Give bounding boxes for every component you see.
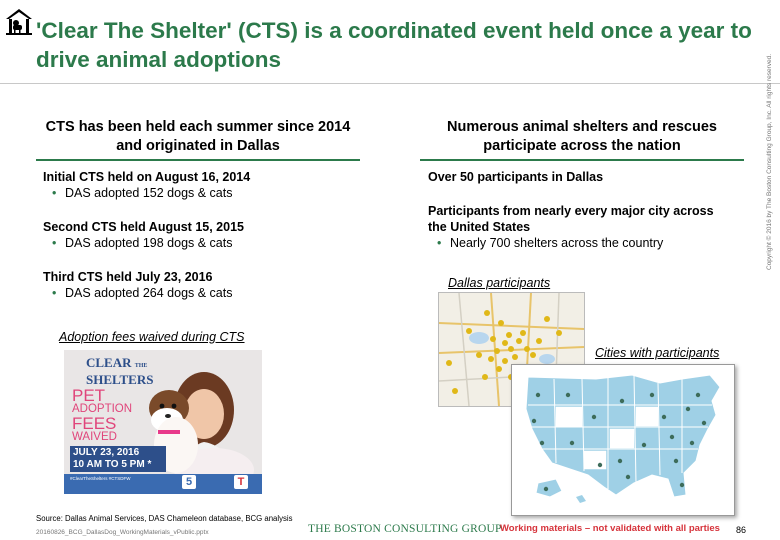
poster-date-box: JULY 23, 2016 10 AM TO 5 PM * [70, 446, 166, 472]
event-title: Third CTS held July 23, 2016 [43, 270, 213, 284]
poster-headline-line: PET [72, 386, 106, 405]
telemundo-logo-icon: T [234, 475, 248, 489]
poster-footer-band [64, 474, 262, 494]
page-number: 86 [736, 525, 747, 535]
bcg-logo: THE BOSTON CONSULTING GROUP [308, 523, 502, 535]
copyright-note: Copyright © 2016 by The Boston Consultin… [766, 53, 773, 270]
dallas-map-caption: Dallas participants [448, 276, 551, 290]
poster-brand: CLEAR THE SHELTERS [86, 356, 153, 386]
adoption-poster: CLEAR THE SHELTERS PET ADOPTION FEES WAI… [64, 350, 262, 494]
poster-headline: PET ADOPTION FEES WAIVED [72, 386, 133, 444]
event-title: Second CTS held August 15, 2015 [43, 220, 244, 234]
poster-brand-sub: THE [134, 363, 148, 369]
nbc5-logo-icon: 5 [182, 475, 196, 489]
title-divider [0, 83, 780, 84]
poster-date: JULY 23, 2016 [73, 447, 140, 458]
poster-time: 10 AM TO 5 PM * [73, 459, 152, 470]
working-materials-disclaimer: Working materials – not validated with a… [500, 523, 720, 534]
page-title: 'Clear The Shelter' (CTS) is a coordinat… [36, 18, 752, 72]
poster-headline-line: FEES [72, 414, 117, 433]
poster-brand-line1: CLEAR [86, 355, 132, 370]
event-detail: DAS adopted 264 dogs & cats [43, 285, 363, 301]
left-column-heading: CTS has been held each summer since 2014… [45, 119, 351, 154]
poster-caption: Adoption fees waived during CTS [59, 330, 245, 344]
left-heading-rule [36, 159, 360, 161]
event-list: Initial CTS held on August 16, 2014 DAS … [43, 169, 363, 301]
participants-list: Over 50 participants in Dallas Participa… [428, 169, 748, 251]
us-map-caption: Cities with participants [595, 346, 720, 360]
poster-brand-line2: SHELTERS [86, 372, 154, 387]
poster-tags: #ClearTheShelters #CTSDFW [70, 476, 131, 481]
participants-dallas: Over 50 participants in Dallas [428, 170, 604, 184]
file-name: 20160826_BCG_DallasDog_WorkingMaterials_… [36, 529, 209, 536]
right-heading-rule [420, 159, 744, 161]
poster-headline-line: ADOPTION [72, 403, 133, 415]
source-note: Source: Dallas Animal Services, DAS Cham… [36, 514, 293, 523]
participants-cities: Participants from nearly every major cit… [428, 204, 714, 234]
poster-headline-line: WAIVED [72, 431, 117, 443]
right-column-heading: Numerous animal shelters and rescues par… [447, 119, 717, 154]
event-detail: DAS adopted 198 dogs & cats [43, 235, 363, 251]
event-title: Initial CTS held on August 16, 2014 [43, 170, 251, 184]
house-logo-icon [4, 6, 34, 36]
event-detail: DAS adopted 152 dogs & cats [43, 185, 363, 201]
participants-shelters: Nearly 700 shelters across the country [428, 235, 748, 251]
us-cities-map [511, 364, 735, 516]
